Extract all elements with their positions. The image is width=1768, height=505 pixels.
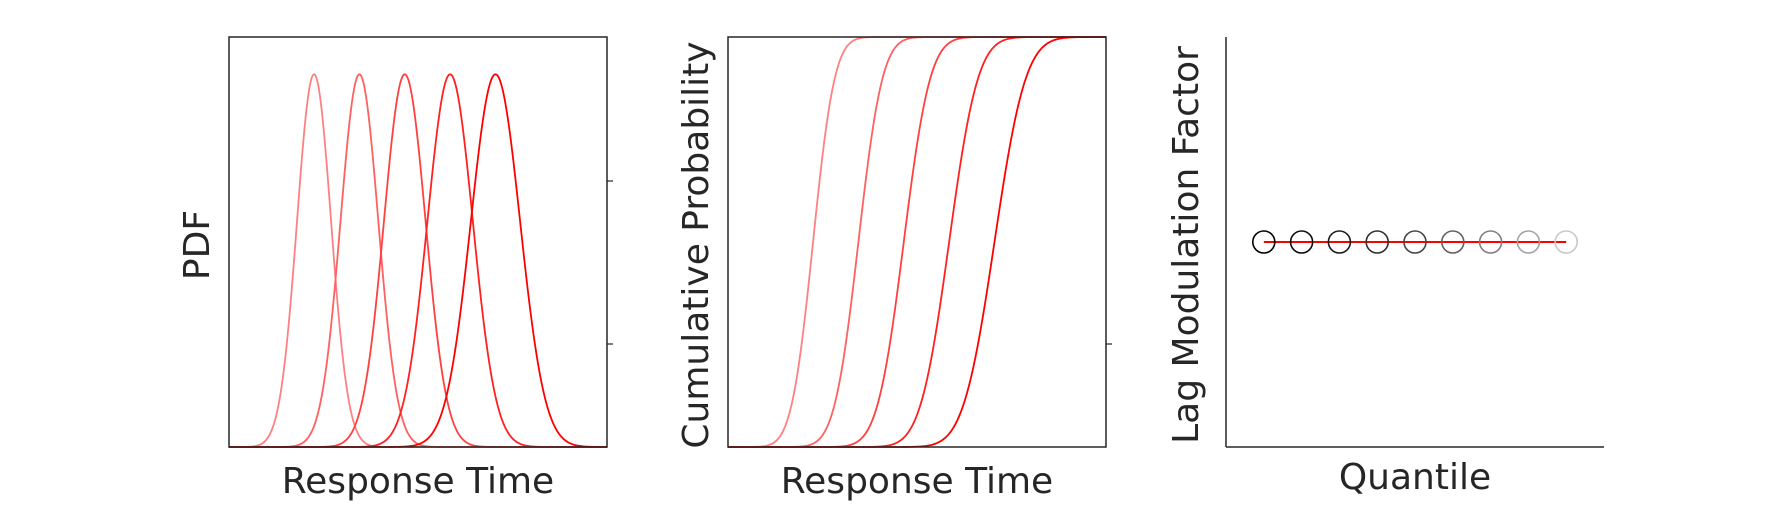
pdf-x-axis-label: Response Time bbox=[282, 461, 554, 502]
lag-marker-4 bbox=[1365, 230, 1389, 254]
pdf-y-axis-label: PDF bbox=[177, 210, 218, 280]
lag-marker-2 bbox=[1289, 230, 1314, 254]
lag-marker-8 bbox=[1516, 230, 1541, 254]
lag-y-axis-label: Lag Modulation Factor bbox=[1166, 46, 1207, 444]
lag-marker-7 bbox=[1478, 230, 1503, 254]
lag-marker-6 bbox=[1441, 230, 1465, 254]
lag-marker-1 bbox=[1252, 230, 1276, 254]
pdf-panel: Response Time PDF bbox=[177, 36, 613, 502]
lag-plot-area bbox=[1252, 230, 1578, 254]
cdf-x-axis-label: Response Time bbox=[781, 461, 1053, 502]
cdf-y-axis-label: Cumulative Probability bbox=[676, 41, 717, 448]
lag-marker-5 bbox=[1403, 230, 1427, 254]
lag-panel: Quantile Lag Modulation Factor bbox=[1166, 37, 1604, 498]
lag-x-axis-label: Quantile bbox=[1339, 457, 1491, 498]
cdf-axes-box bbox=[727, 36, 1107, 448]
cdf-panel: Response Time Cumulative Probability bbox=[676, 36, 1112, 502]
pdf-axes-box bbox=[228, 36, 608, 448]
lag-marker-9 bbox=[1554, 230, 1578, 254]
lag-marker-3 bbox=[1327, 230, 1352, 254]
